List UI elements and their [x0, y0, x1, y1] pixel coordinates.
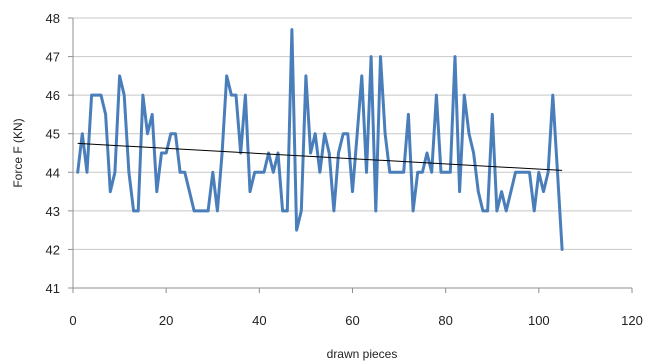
x-tick-label: 80: [438, 313, 452, 328]
y-axis-title: Force F (KN): [11, 118, 25, 187]
y-tick-label: 45: [46, 127, 60, 142]
y-tick-label: 44: [46, 165, 60, 180]
y-tick-label: 48: [46, 11, 60, 26]
y-tick-label: 41: [46, 281, 60, 296]
gridlines: [73, 17, 632, 250]
x-tick-label: 100: [528, 313, 550, 328]
force-series-line: [76, 28, 564, 251]
y-tick-label: 47: [46, 50, 60, 65]
x-axis-title: drawn pieces: [327, 347, 398, 361]
plot-series: [76, 28, 564, 251]
y-tick-label: 46: [46, 88, 60, 103]
x-tick-label: 20: [159, 313, 173, 328]
x-tick-label: 0: [69, 313, 76, 328]
y-axis: 41 42 43 44 45 46 47 48: [46, 11, 74, 296]
x-tick-label: 60: [345, 313, 359, 328]
trend-line: [77, 142, 563, 171]
x-tick-label: 120: [621, 313, 643, 328]
x-axis: 0 20 40 60 80 100 120: [69, 287, 643, 328]
y-tick-label: 43: [46, 204, 60, 219]
y-tick-label: 42: [46, 242, 60, 257]
x-tick-label: 40: [252, 313, 266, 328]
